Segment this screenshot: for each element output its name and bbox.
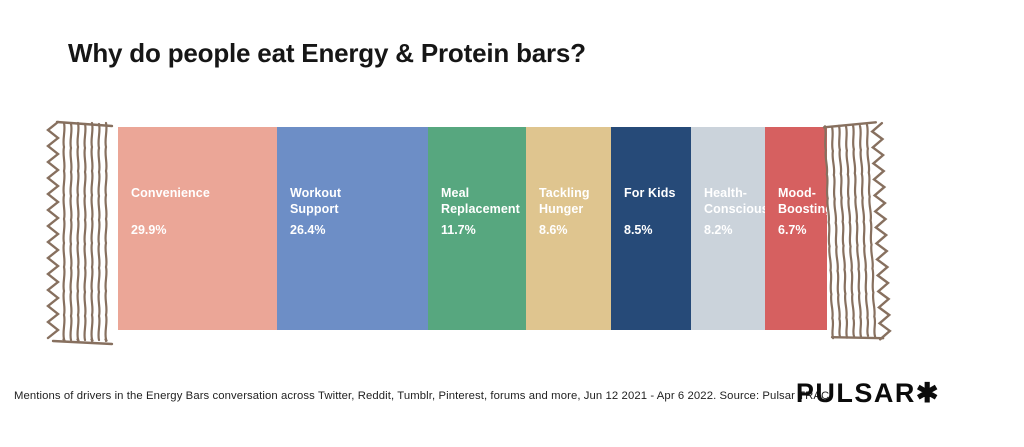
segment-label: Health- Conscious: [704, 186, 769, 216]
segment-value: 26.4%: [290, 223, 326, 237]
segment-label: Tackling Hunger: [539, 186, 590, 216]
segment-value: 8.6%: [539, 223, 568, 237]
wrapper-right-sketch-icon: [822, 121, 892, 341]
segment-value: 8.5%: [624, 223, 653, 237]
source-note: Mentions of drivers in the Energy Bars c…: [14, 390, 830, 402]
segment-value: 11.7%: [441, 223, 476, 237]
segment-label: Workout Support: [290, 186, 342, 216]
bar-segment: For Kids 8.5%: [611, 127, 691, 330]
segment-value: 29.9%: [131, 223, 167, 237]
segment-value: 8.2%: [704, 223, 733, 237]
segment-value: 6.7%: [778, 223, 807, 237]
stacked-bar: Convenience 29.9% Workout Support 26.4% Meal…: [118, 127, 833, 330]
bar-segment: Tackling Hunger 8.6%: [526, 127, 611, 330]
bar-segment: Health- Conscious 8.2%: [691, 127, 769, 330]
wrapper-left-sketch-icon: [46, 120, 114, 346]
pulsar-logo: PULSAR✱: [795, 378, 940, 408]
segment-label: Mood- Boosting: [778, 186, 833, 216]
bar-segment: Workout Support 26.4%: [277, 127, 428, 330]
segment-label: Convenience: [131, 186, 210, 200]
chart-title: Why do people eat Energy & Protein bars?: [68, 38, 586, 68]
bar-segment: Mood- Boosting 6.7%: [765, 127, 833, 330]
segment-label: Meal Replacement: [441, 186, 520, 216]
bar-segment: Meal Replacement 11.7%: [428, 127, 526, 330]
bar-segment: Convenience 29.9%: [118, 127, 277, 330]
segment-label: For Kids: [624, 186, 676, 200]
